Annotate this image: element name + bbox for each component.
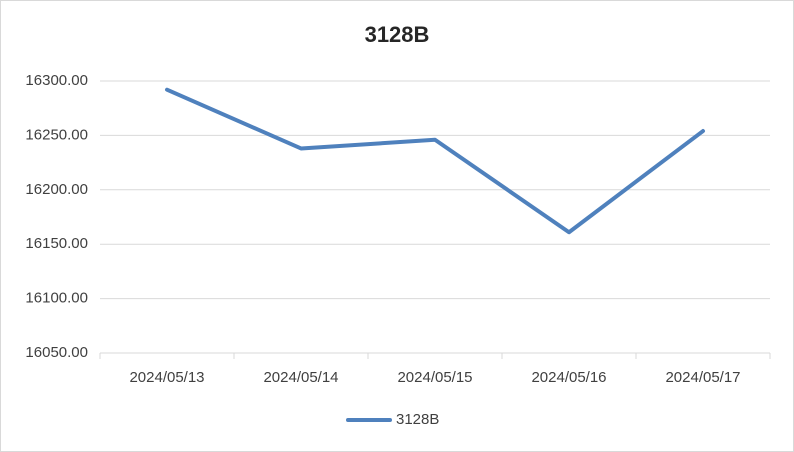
x-tick-label: 2024/05/16	[531, 369, 606, 386]
x-tick-label: 2024/05/14	[263, 369, 338, 386]
x-tick-label: 2024/05/15	[397, 369, 472, 386]
chart-title: 3128B	[365, 22, 430, 47]
x-tick-label: 2024/05/13	[129, 369, 204, 386]
y-tick-label: 16250.00	[25, 126, 88, 143]
legend-label: 3128B	[396, 411, 439, 428]
y-tick-label: 16050.00	[25, 344, 88, 361]
data-line	[165, 87, 705, 235]
y-tick-label: 16200.00	[25, 181, 88, 198]
y-tick-label: 16100.00	[25, 290, 88, 307]
y-tick-label: 16150.00	[25, 235, 88, 252]
y-tick-label: 16300.00	[25, 72, 88, 89]
x-tick-label: 2024/05/17	[665, 369, 740, 386]
